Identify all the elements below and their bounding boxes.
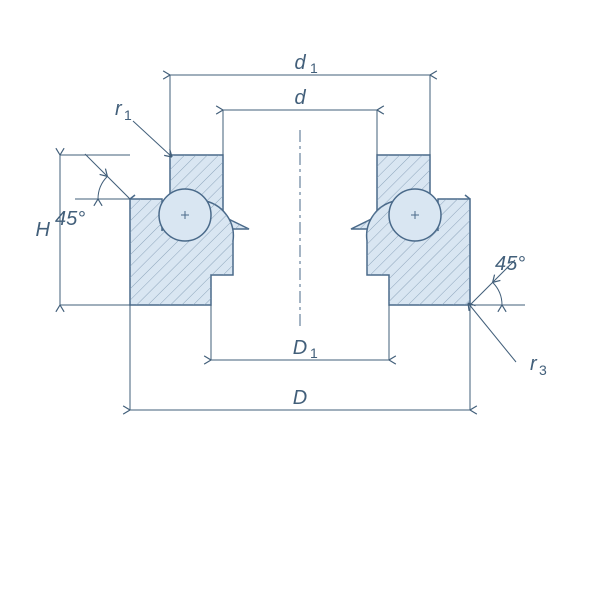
svg-text:45°: 45°	[495, 253, 525, 275]
svg-text:r: r	[530, 353, 538, 375]
svg-text:r: r	[115, 98, 123, 120]
svg-text:3: 3	[539, 362, 547, 378]
svg-text:H: H	[36, 219, 51, 241]
svg-text:d: d	[294, 52, 306, 74]
svg-text:1: 1	[124, 107, 132, 123]
svg-text:d: d	[294, 87, 306, 109]
svg-text:D: D	[293, 387, 307, 409]
svg-text:45°: 45°	[55, 208, 85, 230]
svg-text:1: 1	[310, 345, 318, 361]
svg-text:1: 1	[310, 60, 318, 76]
svg-text:D: D	[293, 337, 307, 359]
